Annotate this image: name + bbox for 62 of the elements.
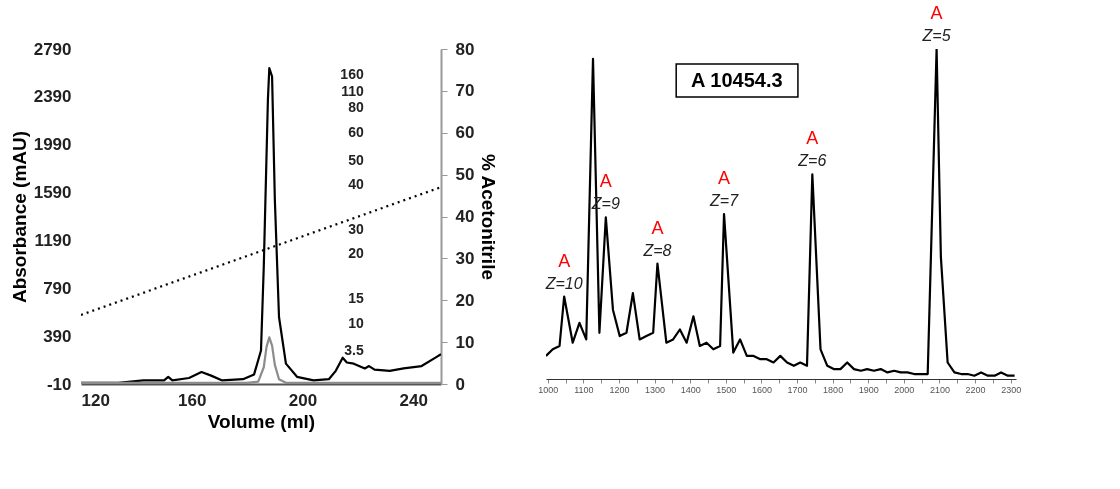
annotation: 60 (348, 124, 364, 141)
y-tick-label: 1590 (33, 183, 72, 203)
x-tick-label: 2200 (965, 384, 986, 395)
annotation: 80 (348, 98, 364, 115)
y-tick-label: 2790 (33, 39, 72, 59)
y-tick-label: 390 (43, 326, 72, 346)
x-tick-label: 240 (399, 390, 428, 410)
x-tick-label: 2100 (929, 384, 950, 395)
x-tick-label: 2300 (1001, 384, 1022, 395)
y-tick-label: 2390 (33, 87, 72, 107)
annotation: 50 (348, 151, 364, 168)
annotation: Z=7 (709, 192, 740, 209)
annotation: 10 (348, 314, 364, 331)
x-tick-label: 1000 (538, 384, 559, 395)
y-tick-label: 1190 (34, 230, 72, 250)
y2-tick-label: 30 (455, 248, 475, 268)
y2-tick-label: 0 (455, 374, 465, 394)
y2-tick-label: 20 (455, 290, 475, 310)
y2-tick-label: 60 (455, 123, 475, 143)
x-tick-label: 1400 (680, 384, 701, 395)
y-tick-label: 790 (43, 278, 72, 298)
x-tick-label: 200 (288, 390, 318, 410)
annotation: 15 (348, 289, 364, 306)
y2-tick-label: 80 (455, 39, 475, 59)
x-tick-label: 1300 (645, 384, 666, 395)
annotation: Z=6 (797, 152, 827, 170)
annotation: A (718, 168, 731, 188)
annotation: Z=8 (642, 241, 672, 259)
annotation: A (806, 128, 819, 149)
x-tick-label: 1500 (716, 384, 737, 395)
annotation: 3.5 (344, 341, 364, 358)
x-tick-label: 1800 (823, 384, 844, 395)
x-tick-label: 1700 (787, 384, 808, 395)
y2-axis-title: % Acetonitrile (478, 154, 500, 280)
x-tick-label: 1200 (609, 384, 630, 395)
y2-tick-label: 50 (455, 165, 475, 185)
y-axis-title: Absorbance (mAU) (8, 130, 30, 304)
annotation: 30 (348, 220, 364, 237)
annotation: 110 (341, 82, 364, 99)
annotation: A (599, 171, 612, 192)
annotation: 160 (340, 65, 364, 82)
y-tick-label: 1990 (33, 135, 72, 155)
x-tick-label: 1600 (751, 384, 772, 395)
x-tick-label: 1100 (574, 384, 594, 395)
x-tick-label: 2000 (894, 384, 915, 395)
x-tick-label: 160 (178, 390, 207, 410)
y2-tick-label: 10 (455, 332, 475, 352)
annotation: A (558, 250, 571, 271)
annotation: A 10454.3 (691, 69, 783, 91)
x-tick-label: 120 (81, 390, 110, 410)
x-tick-label: 1900 (858, 384, 879, 395)
annotation: A (651, 217, 664, 238)
y2-tick-label: 40 (455, 207, 475, 226)
annotation: 40 (348, 176, 364, 193)
y-tick-label: -10 (46, 374, 72, 394)
x-axis-title: Volume (ml) (207, 410, 316, 432)
annotation: Z=10 (544, 274, 583, 292)
annotation: A (930, 3, 943, 23)
annotation: 20 (348, 244, 364, 261)
annotation: Z=5 (921, 27, 951, 44)
y2-tick-label: 70 (455, 81, 475, 101)
line-series (81, 336, 441, 384)
